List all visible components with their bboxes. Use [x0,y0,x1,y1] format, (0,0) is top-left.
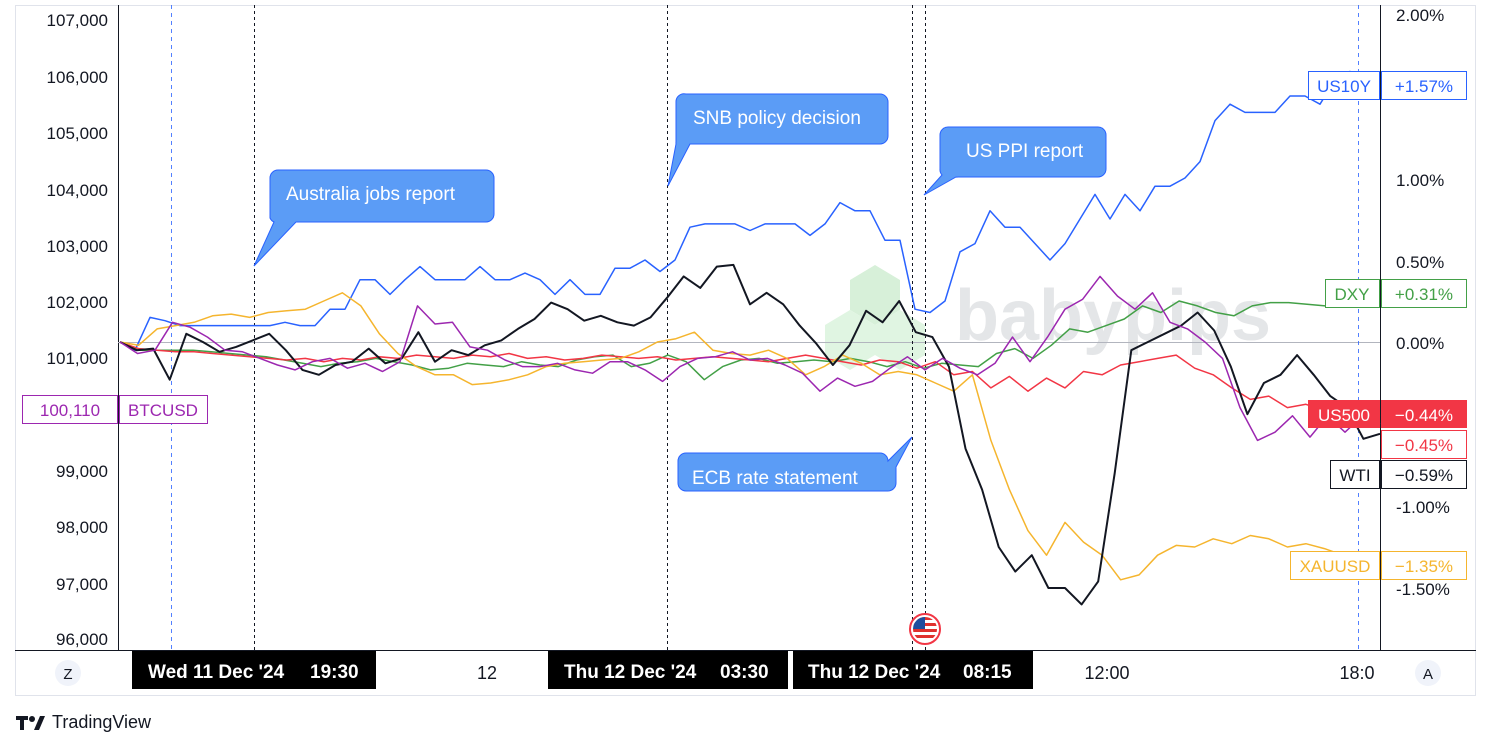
callout-ecb-text: ECB rate statement [692,468,859,489]
right-tick-label: 2.00% [1396,6,1444,25]
tag-us10y-name: US10Y [1317,77,1371,96]
tag-us10y: US10Y +1.57% [1308,71,1467,100]
left-tick-label: 104,000 [47,181,108,200]
series-line-us10y [119,70,1380,351]
watermark-text: babypips [955,276,1271,356]
x-tick-label: 18:0 [1339,663,1374,683]
tag-xauusd-name: XAUUSD [1300,557,1371,576]
callout-ppi-text: US PPI report [966,141,1084,162]
left-axis-ticks: 107,000 106,000 105,000 104,000 103,000 … [47,11,108,649]
series-layer [119,70,1381,606]
right-tick-label: 0.00% [1396,334,1444,353]
right-tick-label: 0.50% [1396,253,1444,272]
left-tick-label: 105,000 [47,124,108,143]
callout-snb-text: SNB policy decision [693,108,861,129]
series-line-xauusd [119,292,1380,581]
tag-wti-value: −0.59% [1395,466,1453,485]
tag-us500-name: US500 [1318,406,1370,425]
tradingview-brand-text: TradingView [52,712,152,732]
tag-us500-value: −0.44% [1395,406,1453,425]
tag-dxy: DXY +0.31% [1325,279,1467,308]
tag-btcusd: 100,110 BTCUSD [22,395,208,424]
chart-frame [15,5,1476,696]
left-tick-label: 103,000 [47,237,108,256]
tag-dxy-value: +0.31% [1395,285,1453,304]
tag-wti-name: WTI [1339,466,1370,485]
callout-australia: Australia jobs report [253,169,495,267]
auto-scale-button-bg[interactable] [1415,660,1441,686]
left-tick-label: 99,000 [56,462,108,481]
right-tick-label: -1.50% [1396,580,1450,599]
right-tick-label: 1.00% [1396,171,1444,190]
tag-wti: WTI −0.59% [1330,460,1467,489]
left-tick-label: 107,000 [47,11,108,30]
x-tick-label: 12 [477,663,497,683]
left-tick-label: 97,000 [56,575,108,594]
date-label-time: 03:30 [720,662,769,683]
left-tick-label: 98,000 [56,518,108,537]
series-line-btcusd [119,275,1381,442]
date-label-date: Wed 11 Dec '24 [148,662,285,683]
tag-btcusd-name: BTCUSD [128,401,198,420]
tag-us500: US500 −0.44% −0.45% [1308,400,1467,459]
right-tick-label: -1.00% [1396,498,1450,517]
x-tick-label: 12:00 [1084,663,1129,683]
tag-dxy-name: DXY [1335,285,1370,304]
tradingview-logo-icon [16,715,45,730]
callout-ppi: US PPI report [923,126,1107,196]
babypips-watermark: babypips [825,265,1271,370]
tag-us10y-value: +1.57% [1395,77,1453,96]
zoom-button-bg[interactable] [55,660,81,686]
date-label-date: Thu 12 Dec '24 [564,662,697,683]
callout-ecb: ECB rate statement [677,436,913,492]
callout-australia-text: Australia jobs report [286,184,456,205]
tag-btcusd-value: 100,110 [40,401,100,420]
date-label-thu-0330: Thu 12 Dec '24 03:30 [548,651,788,689]
date-label-wed-1930: Wed 11 Dec '24 19:30 [132,651,376,689]
right-axis-ticks: 2.00% 1.00% 0.50% 0.00% -1.00% -1.50% [1396,6,1450,599]
tag-xauusd-value: −1.35% [1395,557,1453,576]
callout-snb: SNB policy decision [667,93,889,187]
date-label-time: 19:30 [310,662,359,683]
us-flag-icon[interactable] [909,613,941,645]
zoom-button[interactable]: Z [63,666,72,683]
tag-xauusd: XAUUSD −1.35% [1290,551,1467,580]
tag-us500-value2: −0.45% [1395,436,1453,455]
left-tick-label: 96,000 [56,630,108,649]
date-label-date: Thu 12 Dec '24 [808,662,941,683]
left-tick-label: 102,000 [47,293,108,312]
left-tick-label: 101,000 [47,349,108,368]
date-label-thu-0815: Thu 12 Dec '24 08:15 [793,651,1033,689]
date-label-time: 08:15 [963,662,1012,683]
auto-scale-button[interactable]: A [1423,666,1433,683]
series-line-wti [119,263,1381,606]
time-axis: Z A 12 12:00 18:0 Wed 11 Dec '24 19:30 T… [55,651,1441,689]
tradingview-brand: TradingView [16,712,151,733]
left-tick-label: 106,000 [47,68,108,87]
